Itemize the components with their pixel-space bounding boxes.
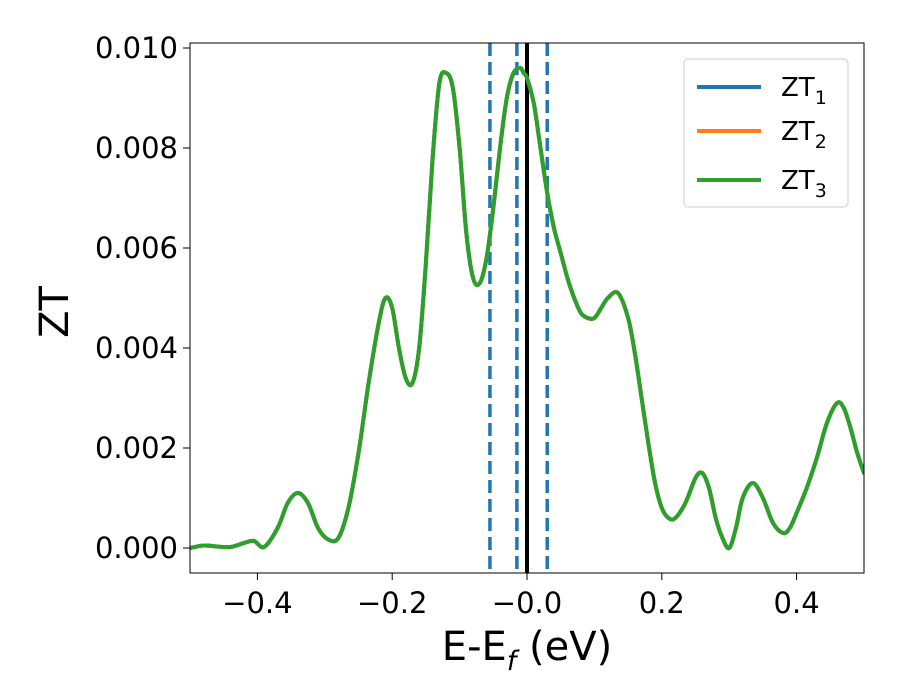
legend-item-zt1: ZT1 xyxy=(697,73,827,109)
x-axis-label-unit: (eV) xyxy=(516,624,612,670)
y-tick-label: 0.004 xyxy=(95,331,178,365)
x-tick-label: 0.2 xyxy=(639,586,685,620)
y-axis-label: ZT xyxy=(32,286,78,338)
legend-label-zt3: ZT3 xyxy=(781,166,827,202)
legend-box xyxy=(683,58,849,208)
y-tick-label: 0.002 xyxy=(95,431,178,465)
x-tick-label: −0.0 xyxy=(492,586,562,620)
series-line-zt3 xyxy=(190,66,864,551)
x-tick-label: −0.2 xyxy=(357,586,427,620)
y-tick-label: 0.006 xyxy=(95,231,178,265)
x-axis-label: E-Ef (eV) xyxy=(442,624,612,677)
legend-label-zt1: ZT1 xyxy=(781,73,827,109)
y-tick-label: 0.000 xyxy=(95,531,178,565)
legend-label-zt2: ZT2 xyxy=(781,117,827,153)
x-axis-label-main: E-E xyxy=(442,624,507,670)
legend-item-zt2: ZT2 xyxy=(697,117,827,153)
legend-item-zt3: ZT3 xyxy=(697,166,827,202)
x-tick-label: 0.4 xyxy=(774,586,820,620)
legend: ZT1 ZT2 ZT3 xyxy=(683,58,849,208)
y-tick-label: 0.008 xyxy=(95,131,178,165)
y-tick-label: 0.010 xyxy=(95,31,178,65)
x-tick-label: −0.4 xyxy=(222,586,292,620)
